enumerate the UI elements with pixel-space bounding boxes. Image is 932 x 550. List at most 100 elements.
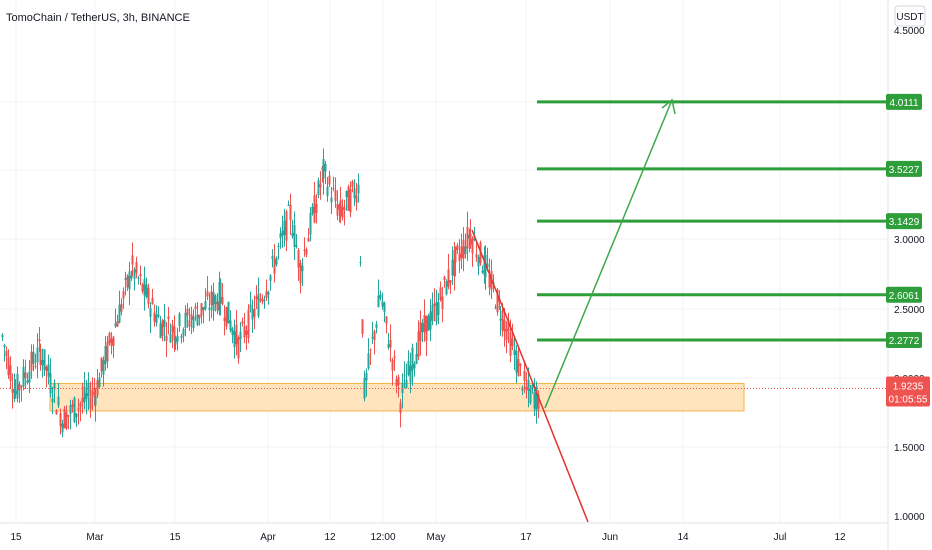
candle-body xyxy=(357,184,360,194)
candle-body xyxy=(108,333,111,343)
candle-body xyxy=(371,336,374,339)
candle-body xyxy=(180,336,183,339)
candle-body xyxy=(47,364,50,377)
candle-body xyxy=(112,336,115,346)
candle-body xyxy=(139,274,142,277)
candle-body xyxy=(65,412,68,429)
candle-body xyxy=(5,351,8,357)
candle-body xyxy=(161,320,164,337)
candle-body xyxy=(198,314,201,319)
candle-body xyxy=(471,238,474,254)
candle-body xyxy=(28,371,31,383)
time-tick-label: 12:00 xyxy=(370,532,395,543)
candle-body xyxy=(458,253,461,262)
candle-body xyxy=(297,250,300,268)
candle-body xyxy=(233,331,236,348)
candle-body xyxy=(102,360,105,375)
candle-body xyxy=(419,322,422,341)
candle-body xyxy=(131,255,134,265)
candle-body xyxy=(251,308,254,320)
time-tick-label: Jul xyxy=(774,532,787,543)
candle-body xyxy=(283,220,286,236)
time-axis[interactable]: 15 Mar 15 Apr 12 12:00 May 17 Jun 14 Jul 12 xyxy=(10,532,846,543)
candle-body xyxy=(281,230,284,236)
candle-body xyxy=(141,284,144,292)
current-price-tag xyxy=(886,376,930,407)
candle-body xyxy=(71,404,74,407)
candle-body xyxy=(494,307,497,309)
candle-body xyxy=(405,379,408,389)
symbol-title: TomoChain / TetherUS, 3h, BINANCE xyxy=(6,12,190,24)
price-tick-label: 1.0000 xyxy=(894,512,925,523)
candle-body xyxy=(341,206,344,218)
target-levels-group xyxy=(537,100,888,342)
candle-body xyxy=(114,323,117,327)
candle-body xyxy=(130,275,133,279)
candle-body xyxy=(393,356,396,358)
candle-body xyxy=(247,309,250,339)
candle-body xyxy=(273,259,276,274)
candle-body xyxy=(385,316,388,324)
candle-body xyxy=(51,398,54,403)
candle-body xyxy=(460,246,463,259)
price-tick-label: 1.5000 xyxy=(894,443,925,454)
candle-body xyxy=(169,333,172,343)
candle-body xyxy=(241,321,244,324)
candle-body xyxy=(178,313,181,327)
candle-body xyxy=(145,284,148,298)
candle-body xyxy=(339,200,342,217)
candle-body xyxy=(255,296,258,300)
candle-body xyxy=(94,395,97,406)
candle-body xyxy=(429,311,432,330)
candle-body xyxy=(415,353,418,364)
candle-body xyxy=(38,339,41,342)
candle-body xyxy=(519,363,522,366)
candle-body xyxy=(484,254,487,278)
candle-body xyxy=(202,307,205,311)
candle-body xyxy=(299,263,302,284)
candle-body xyxy=(347,186,350,211)
candle-body xyxy=(73,397,76,422)
countdown-timer: 01:05:55 xyxy=(889,395,928,406)
candle-body xyxy=(322,159,325,179)
candle-body xyxy=(537,394,540,409)
candle-body xyxy=(397,376,400,386)
candle-body xyxy=(36,347,39,363)
candle-body xyxy=(57,396,60,406)
candle-body xyxy=(208,307,211,311)
candle-body xyxy=(367,353,370,369)
candle-body xyxy=(435,302,438,322)
candle-body xyxy=(122,291,125,299)
candlesticks-group xyxy=(1,148,540,438)
candle-body xyxy=(206,291,209,297)
candle-body xyxy=(214,295,217,305)
candle-body xyxy=(18,383,21,391)
candle-body xyxy=(59,413,62,427)
candle-body xyxy=(427,315,430,331)
candle-body xyxy=(67,414,70,417)
candle-body xyxy=(22,366,25,387)
target-level-tag-label: 4.0111 xyxy=(889,98,919,109)
candle-body xyxy=(277,246,280,248)
candle-body xyxy=(159,323,162,339)
candle-body xyxy=(375,324,378,329)
candle-body xyxy=(307,237,310,242)
time-tick-label: 12 xyxy=(834,532,846,543)
candle-body xyxy=(291,232,294,237)
projection-arrow-line xyxy=(544,99,673,409)
currency-button[interactable]: USDT xyxy=(894,5,926,27)
candle-body xyxy=(535,386,538,412)
candle-body xyxy=(301,265,304,272)
candle-body xyxy=(399,403,402,414)
candle-body xyxy=(16,373,19,399)
candle-body xyxy=(529,389,532,404)
candle-body xyxy=(204,300,207,310)
candle-body xyxy=(361,319,364,334)
candle-body xyxy=(437,301,440,315)
candle-body xyxy=(365,372,368,381)
candle-body xyxy=(332,188,335,190)
candle-body xyxy=(499,318,502,321)
candle-body xyxy=(89,397,92,409)
candle-body xyxy=(289,204,292,220)
